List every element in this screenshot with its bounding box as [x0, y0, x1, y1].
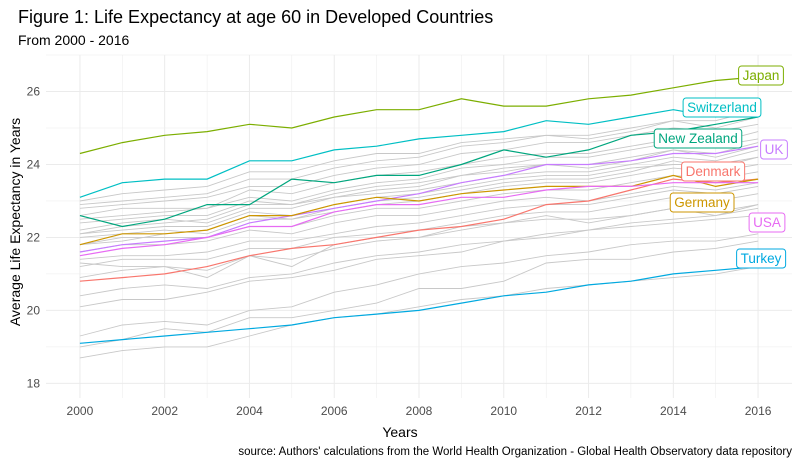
series-label-text: New Zealand	[658, 131, 738, 146]
x-tick-label: 2004	[236, 404, 263, 418]
background-series-line	[79, 240, 759, 348]
background-series-line	[79, 266, 759, 359]
x-tick-label: 2010	[490, 404, 517, 418]
background-series-line	[79, 182, 759, 253]
series-label-text: Switzerland	[687, 100, 757, 115]
background-series-line	[79, 207, 759, 297]
series-label-text: Turkey	[741, 251, 782, 266]
series-label-denmark: Denmark	[681, 161, 746, 182]
series-line-usa	[79, 182, 759, 257]
series-labels: Japan Switzerland New Zealand UK Denmark Germ…	[653, 65, 788, 269]
series-line-switzerland	[79, 109, 759, 198]
series-label-box	[653, 128, 743, 149]
x-tick-label: 2000	[67, 404, 94, 418]
series-label-switzerland: Switzerland	[682, 97, 762, 118]
series-label-text: Denmark	[686, 164, 741, 179]
series-label-japan: Japan	[738, 65, 784, 86]
series-label-box	[736, 248, 787, 269]
grid-lines	[46, 54, 792, 398]
series-label-text: USA	[753, 215, 781, 230]
x-tick-label: 2014	[660, 404, 687, 418]
series-label-box	[681, 161, 746, 182]
background-series-group	[79, 109, 759, 359]
y-tick-label: 18	[27, 376, 41, 390]
y-tick-label: 20	[27, 303, 41, 317]
chart-subtitle: From 2000 - 2016	[18, 32, 129, 48]
y-tick-label: 26	[27, 84, 41, 98]
background-series-line	[79, 185, 759, 260]
background-series-line	[79, 123, 759, 209]
y-tick-label: 22	[27, 230, 41, 244]
series-label-box	[760, 139, 788, 160]
series-label-box	[748, 212, 786, 233]
y-axis-ticks: 18 20 22 24 26	[27, 84, 41, 390]
series-label-uk: UK	[760, 139, 788, 160]
series-label-box	[682, 97, 762, 118]
series-line-uk	[79, 145, 759, 253]
series-line-new-zealand	[79, 116, 759, 228]
x-tick-label: 2008	[406, 404, 433, 418]
x-axis-title: Years	[382, 424, 417, 440]
series-label-germany: Germany	[669, 192, 735, 213]
highlighted-series-group	[79, 76, 759, 344]
series-label-text: UK	[765, 142, 784, 157]
background-series-line	[79, 142, 759, 224]
x-tick-label: 2002	[151, 404, 178, 418]
background-series-line	[79, 204, 759, 279]
series-line-denmark	[79, 178, 759, 282]
series-label-turkey: Turkey	[736, 248, 787, 269]
background-series-line	[79, 215, 759, 308]
x-tick-label: 2012	[575, 404, 602, 418]
series-label-new-zealand: New Zealand	[653, 128, 743, 149]
y-tick-label: 24	[27, 157, 41, 171]
x-tick-label: 2016	[745, 404, 772, 418]
series-label-box	[738, 65, 784, 86]
background-series-line	[79, 171, 759, 246]
background-series-line	[79, 233, 759, 337]
background-series-line	[79, 116, 759, 206]
series-label-usa: USA	[748, 212, 786, 233]
x-tick-label: 2006	[321, 404, 348, 418]
source-caption: source: Authors' calculations from the W…	[238, 446, 792, 458]
chart-title: Figure 1: Life Expectancy at age 60 in D…	[18, 7, 493, 27]
series-label-text: Japan	[743, 68, 780, 83]
background-series-line	[79, 109, 759, 202]
background-series-line	[79, 131, 759, 217]
series-line-turkey	[79, 266, 759, 344]
y-axis-title: Average Life Expectancy in Years	[7, 118, 23, 326]
x-axis-ticks: 2000 2002 2004 2006 2008 2010 2012 2014 2016	[67, 404, 772, 418]
series-line-germany	[79, 174, 759, 246]
series-label-box	[669, 192, 735, 213]
series-label-text: Germany	[674, 195, 730, 210]
background-series-line	[79, 145, 759, 235]
series-line-japan	[79, 76, 759, 155]
background-series-line	[79, 149, 759, 231]
